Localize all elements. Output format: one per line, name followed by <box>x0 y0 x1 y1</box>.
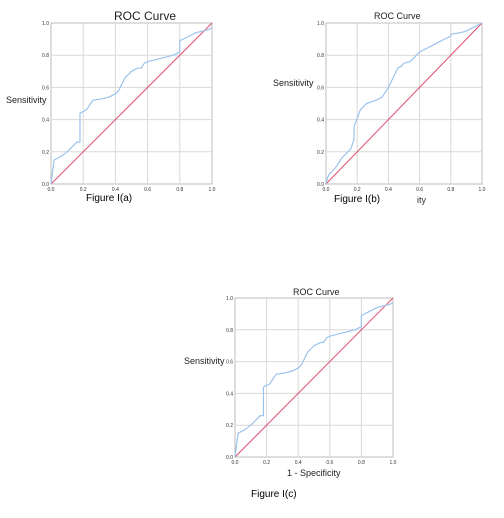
x-tick-label: 0.0 <box>48 187 55 193</box>
x-axis-label: 1 - Specificity <box>287 468 341 478</box>
x-tick-label: 0.2 <box>263 460 270 466</box>
y-axis-label: Sensitivity <box>184 356 225 366</box>
x-axis-label-fragment: ity <box>417 195 426 205</box>
x-tick-label: 0.0 <box>323 187 330 193</box>
x-tick-label: 0.2 <box>354 187 361 193</box>
y-tick-label: 0.4 <box>42 118 49 124</box>
y-tick-label: 0.0 <box>317 182 324 188</box>
x-tick-label: 0.4 <box>385 187 392 193</box>
reference-diagonal-line <box>325 22 483 185</box>
x-tick-label: 1.0 <box>479 187 486 193</box>
y-tick-label: 1.0 <box>42 21 49 27</box>
x-tick-label: 0.8 <box>358 460 365 466</box>
y-tick-label: 0.8 <box>226 328 233 334</box>
y-tick-label: 0.6 <box>42 85 49 91</box>
x-tick-label: 0.6 <box>416 187 423 193</box>
x-tick-label: 1.0 <box>390 460 397 466</box>
y-tick-label: 0.0 <box>226 455 233 461</box>
y-tick-label: 1.0 <box>317 21 324 27</box>
y-tick-label: 0.2 <box>42 150 49 156</box>
y-tick-label: 0.2 <box>226 423 233 429</box>
y-tick-label: 0.8 <box>317 53 324 59</box>
x-tick-label: 0.8 <box>176 187 183 193</box>
figure-caption: Figure I(b) <box>334 194 381 205</box>
y-tick-label: 0.6 <box>317 85 324 91</box>
chart-title: ROC Curve <box>293 287 340 297</box>
y-tick-label: 1.0 <box>226 296 233 302</box>
y-tick-label: 0.4 <box>317 118 324 124</box>
roc-curve-line <box>50 27 213 185</box>
chart-title: ROC Curve <box>374 11 421 21</box>
chart-title: ROC Curve <box>114 9 177 23</box>
x-tick-label: 0.4 <box>112 187 119 193</box>
x-tick-label: 0.8 <box>447 187 454 193</box>
figure-caption: Figure I(c) <box>251 489 297 500</box>
x-tick-label: 0.6 <box>144 187 151 193</box>
figure-caption: Figure I(a) <box>86 193 133 204</box>
y-tick-label: 0.4 <box>226 391 233 397</box>
y-tick-label: 0.6 <box>226 360 233 366</box>
roc-curve-line <box>234 302 394 458</box>
y-axis-label: Sensitivity <box>273 78 314 88</box>
x-tick-label: 1.0 <box>209 187 216 193</box>
x-tick-label: 0.2 <box>80 187 87 193</box>
y-tick-label: 0.8 <box>42 53 49 59</box>
x-tick-label: 0.4 <box>295 460 302 466</box>
roc-chart-b: 0.0 0.2 0.4 0.6 0.8 1.0 0.0 0.2 0.4 0.6 0.8 1.0 <box>317 21 486 193</box>
x-tick-label: 0.6 <box>326 460 333 466</box>
y-tick-label: 0.0 <box>42 182 49 188</box>
y-tick-label: 0.2 <box>317 150 324 156</box>
roc-chart-c: 0.0 0.2 0.4 0.6 0.8 1.0 0.0 0.2 0.4 0.6 0.8 1.0 <box>226 296 397 466</box>
roc-curve-line <box>325 22 483 185</box>
x-tick-label: 0.0 <box>232 460 239 466</box>
reference-diagonal-line <box>50 22 213 185</box>
roc-chart-a: 0.0 0.2 0.4 0.6 0.8 1.0 0.0 0.2 0.4 0.6 0.8 1.0 <box>42 21 216 193</box>
y-axis-label: Sensitivity <box>6 95 47 105</box>
reference-diagonal-line <box>234 297 394 458</box>
